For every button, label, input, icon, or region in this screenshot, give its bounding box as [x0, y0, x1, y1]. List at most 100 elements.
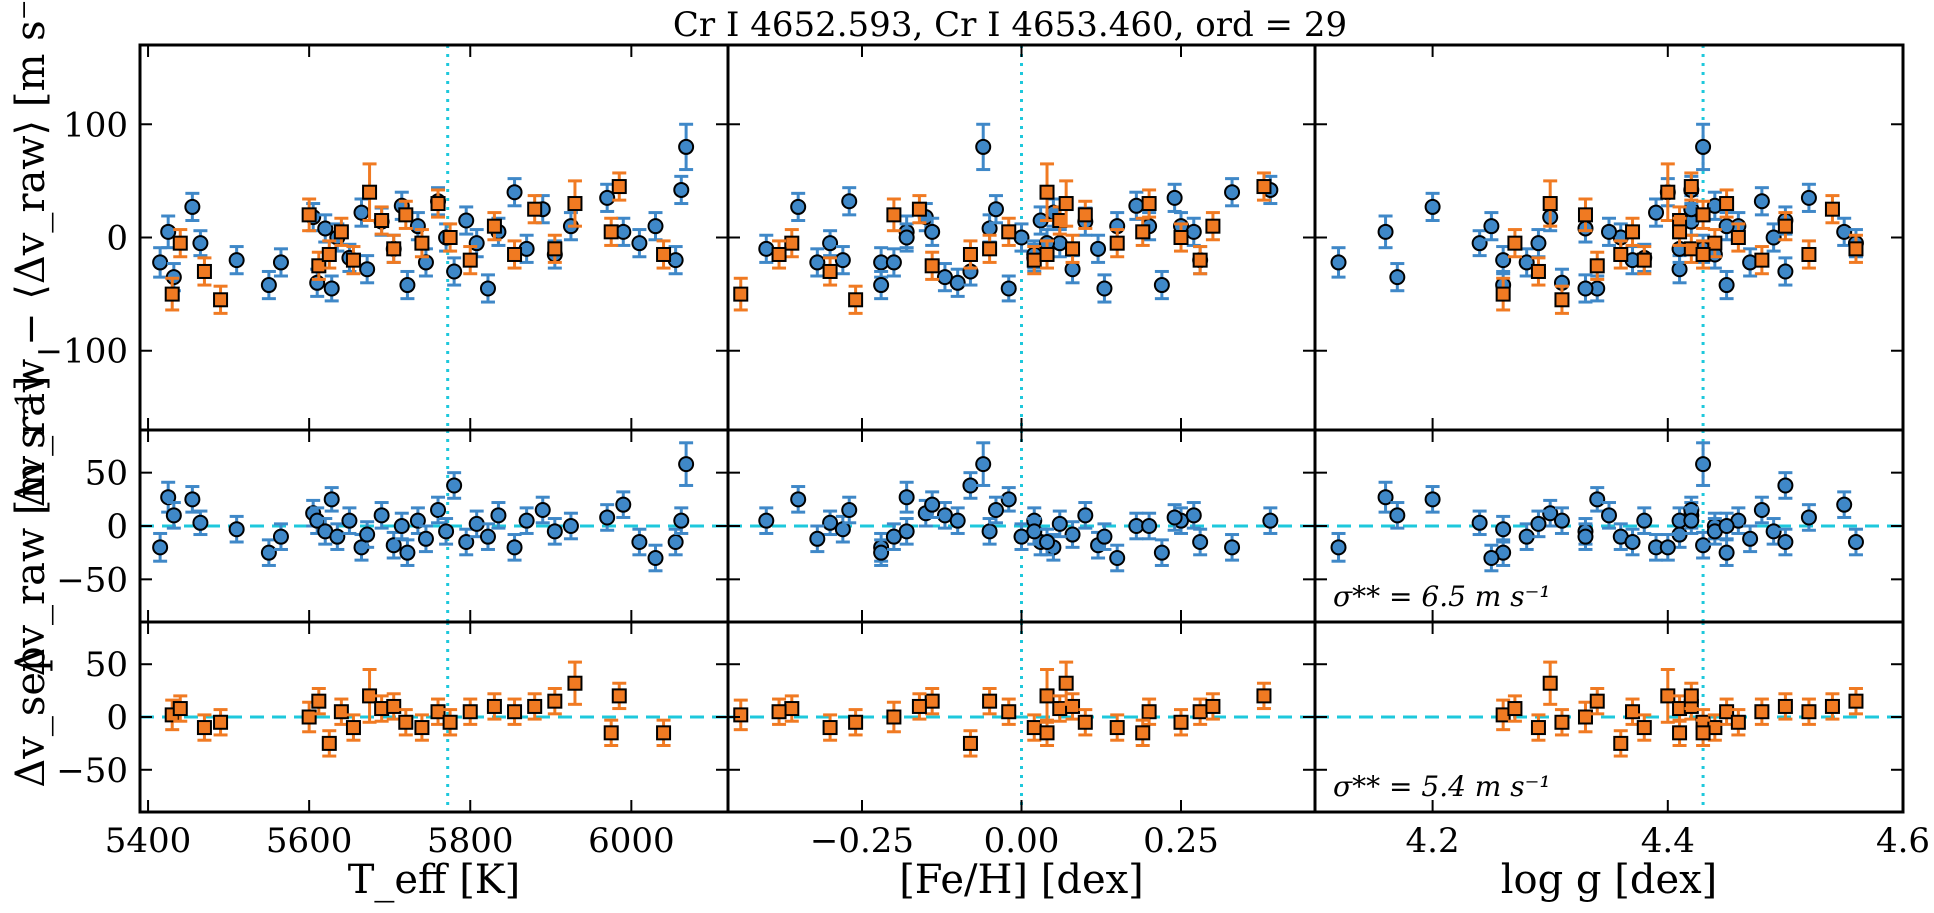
marker-square	[1660, 688, 1676, 704]
data-point-s0-33	[1718, 511, 1735, 541]
data-point-s0-21	[417, 524, 434, 554]
data-point-s1-19	[911, 692, 927, 721]
marker-circle	[599, 189, 616, 206]
data-point-s1-6	[321, 239, 337, 270]
marker-circle	[1000, 280, 1017, 297]
data-point-s0-4	[192, 509, 209, 537]
marker-circle	[518, 512, 535, 529]
data-point-s1-11	[1065, 233, 1081, 264]
marker-circle	[1648, 204, 1665, 221]
data-point-s0-13	[341, 506, 358, 535]
data-point-s0-27	[1096, 273, 1113, 304]
marker-square	[213, 714, 229, 730]
data-point-s1-3	[848, 284, 864, 315]
data-point-s0-5	[228, 245, 245, 276]
data-point-s1-4	[886, 700, 902, 734]
marker-square	[784, 701, 800, 717]
marker-circle	[673, 181, 690, 198]
marker-circle	[1483, 550, 1500, 566]
marker-circle	[615, 496, 632, 513]
marker-circle	[353, 204, 370, 221]
marker-square	[172, 701, 188, 717]
marker-square	[1613, 735, 1629, 751]
data-point-s0-19	[1153, 538, 1170, 567]
data-point-s0-9	[1553, 506, 1570, 535]
marker-square	[1542, 675, 1558, 691]
data-point-s1-8	[1636, 245, 1652, 276]
data-point-s0-19	[1153, 269, 1170, 301]
marker-square	[462, 704, 478, 720]
marker-circle	[1096, 280, 1113, 297]
data-point-s1-24	[1039, 718, 1055, 747]
data-point-s1-0	[733, 276, 749, 312]
marker-square	[1065, 241, 1081, 257]
marker-circle	[1495, 252, 1512, 269]
data-point-s1-4	[301, 197, 317, 233]
marker-square	[1205, 218, 1221, 234]
data-point-s0-3	[1424, 191, 1441, 223]
x-axis-label: T_eff [K]	[348, 857, 521, 903]
data-point-s0-23	[898, 222, 915, 253]
marker-square	[567, 196, 583, 212]
data-point-s0-35	[924, 490, 941, 519]
data-point-s1-22	[1672, 718, 1688, 747]
data-point-s1-6	[1613, 239, 1629, 270]
data-point-s0-5	[1495, 514, 1512, 544]
data-point-s0-12	[329, 522, 346, 551]
data-point-s1-23	[1256, 681, 1272, 711]
data-point-s0-25	[458, 205, 475, 236]
marker-square	[386, 698, 402, 714]
marker-circle	[417, 530, 434, 547]
data-point-s0-2	[1389, 501, 1406, 530]
marker-circle	[873, 277, 890, 294]
marker-square	[398, 207, 414, 223]
panel-r1-c2: σ** = 6.5 m s⁻¹	[1313, 428, 1905, 624]
data-point-s1-8	[345, 245, 361, 276]
marker-square	[333, 704, 349, 720]
marker-circle	[1718, 277, 1735, 294]
data-point-s0-12	[1013, 522, 1030, 551]
marker-circle	[1518, 254, 1535, 271]
data-point-s1-22	[603, 216, 619, 247]
marker-square	[196, 720, 212, 736]
data-point-s1-9	[1039, 668, 1055, 724]
data-point-s1-19	[527, 194, 543, 225]
marker-circle	[272, 254, 289, 271]
data-point-s0-37	[647, 211, 664, 242]
marker-circle	[160, 223, 177, 240]
data-point-s0-8	[1542, 498, 1559, 528]
marker-circle	[1800, 189, 1817, 206]
data-point-s0-32	[546, 517, 563, 546]
data-point-s0-39	[673, 174, 690, 206]
data-point-s0-12	[1612, 522, 1629, 551]
marker-square	[321, 246, 337, 262]
data-point-s1-14	[1141, 188, 1157, 219]
data-point-s1-24	[1695, 239, 1711, 270]
marker-circle	[987, 502, 1004, 518]
marker-circle	[1064, 526, 1081, 543]
marker-circle	[898, 229, 915, 246]
data-point-s0-40	[678, 441, 695, 487]
data-point-s0-27	[479, 522, 496, 551]
marker-circle	[834, 252, 851, 269]
data-point-s0-31	[987, 495, 1004, 525]
marker-circle	[987, 201, 1004, 218]
marker-circle	[1141, 518, 1158, 534]
data-point-s1-5	[1589, 250, 1605, 281]
y-tick-label: 0	[106, 507, 128, 547]
data-point-s1-17	[486, 692, 502, 721]
data-point-s1-18	[1801, 697, 1817, 726]
data-point-s0-15	[1064, 520, 1081, 549]
marker-square	[1554, 292, 1570, 308]
data-point-s0-19	[1718, 538, 1735, 567]
marker-square	[547, 693, 563, 709]
marker-circle	[479, 280, 496, 297]
marker-square	[1001, 704, 1017, 720]
marker-circle	[1013, 229, 1030, 246]
data-point-s1-21	[567, 660, 583, 706]
marker-square	[924, 258, 940, 274]
marker-square	[321, 735, 337, 751]
y-axis-label: Δv_raw − ⟨Δv_raw⟩ [m s⁻¹]	[8, 0, 54, 507]
y-axis-label: Δv_raw [m s⁻¹]	[8, 376, 54, 677]
data-point-s0-29	[506, 177, 523, 208]
